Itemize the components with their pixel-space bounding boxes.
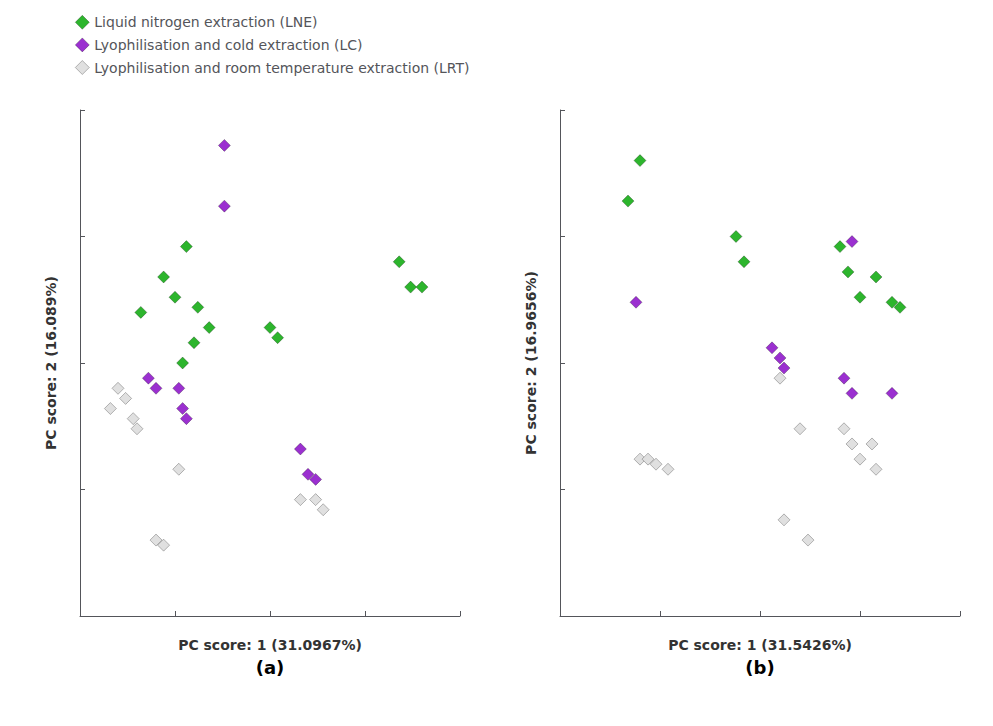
svg-text:PC score: 1 (31.5426%): PC score: 1 (31.5426%) bbox=[668, 637, 852, 653]
svg-text:PC score: 1 (31.0967%): PC score: 1 (31.0967%) bbox=[178, 637, 362, 653]
svg-text:PC score: 2 (16.089%): PC score: 2 (16.089%) bbox=[43, 276, 59, 450]
svg-text:Lyophilisation and room temper: Lyophilisation and room temperature extr… bbox=[94, 60, 469, 76]
svg-text:Lyophilisation and cold extrac: Lyophilisation and cold extraction (LC) bbox=[94, 37, 362, 53]
svg-text:Liquid nitrogen extraction (LN: Liquid nitrogen extraction (LNE) bbox=[94, 14, 317, 30]
svg-text:(b): (b) bbox=[745, 657, 774, 678]
svg-text:PC score: 2 (16.9656%): PC score: 2 (16.9656%) bbox=[523, 271, 539, 455]
svg-text:(a): (a) bbox=[256, 657, 285, 678]
